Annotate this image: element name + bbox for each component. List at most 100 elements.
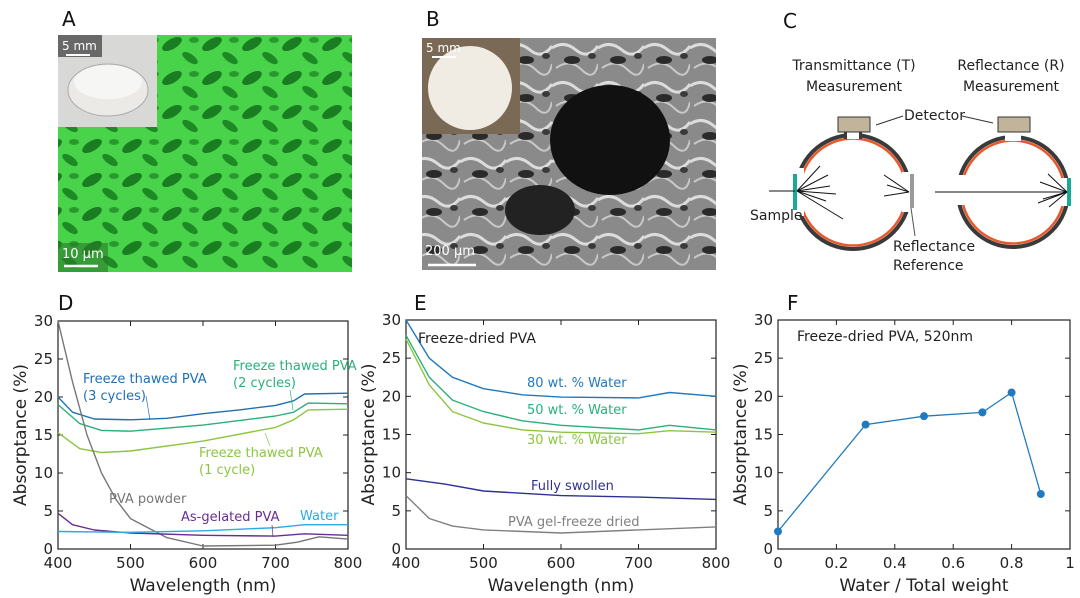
scale-bar-label-b: 200 μm xyxy=(425,244,475,259)
inset-scale-label-b: 5 mm xyxy=(426,41,461,55)
series-line xyxy=(777,391,1042,532)
panel-label-a: A xyxy=(62,7,76,31)
y-tick-label: 30 xyxy=(754,311,773,329)
y-tick-label: 5 xyxy=(391,502,401,520)
x-tick-label: 600 xyxy=(189,554,218,572)
x-axis-label: Wavelength (nm) xyxy=(488,576,635,596)
chart-e-annotations: Freeze-dried PVA 80 wt. % Water 50 wt. %… xyxy=(418,331,640,530)
x-tick-label: 0.8 xyxy=(1000,554,1024,572)
series-label: (3 cycles) xyxy=(83,389,146,404)
x-tick-label: 0 xyxy=(773,554,783,572)
transmittance-title: Transmittance (T) xyxy=(791,58,915,74)
x-tick-label: 0.6 xyxy=(941,554,965,572)
series-line xyxy=(405,338,717,435)
panel-label-f: F xyxy=(787,291,799,315)
y-axis-label: Absorptance (%) xyxy=(731,364,751,506)
series-line xyxy=(57,392,349,421)
series-line xyxy=(405,334,717,431)
series-label: PVA powder xyxy=(109,492,187,507)
x-tick-label: 800 xyxy=(702,554,731,572)
data-point xyxy=(1007,388,1016,397)
series-line xyxy=(405,319,717,399)
series-line xyxy=(405,495,717,534)
inset-scale-label-a: 5 mm xyxy=(62,39,97,53)
reflectance-sphere xyxy=(935,116,1073,249)
sample-holder xyxy=(793,174,797,210)
y-tick-label: 10 xyxy=(382,464,401,482)
integrating-sphere-diagram: Transmittance (T) Measurement Reflectanc… xyxy=(750,58,1073,274)
y-tick-label: 0 xyxy=(391,540,401,558)
reflectance-title: Reflectance (R) xyxy=(957,58,1064,74)
series-line xyxy=(57,408,349,454)
series-label: 30 wt. % Water xyxy=(527,433,627,448)
fluorescence-micrograph: 5 mm 10 μm xyxy=(58,35,352,272)
series-label: (2 cycles) xyxy=(233,376,296,391)
x-tick-label: 1 xyxy=(1065,554,1075,572)
y-tick-label: 10 xyxy=(34,464,53,482)
series-label: Freeze thawed PVA xyxy=(233,359,357,374)
x-axis-label: Wavelength (nm) xyxy=(130,576,277,596)
panel-label-b: B xyxy=(426,7,440,31)
detector-label: Detector xyxy=(904,108,965,124)
series-label: (1 cycle) xyxy=(199,463,255,478)
series-label: Freeze thawed PVA xyxy=(199,446,323,461)
sem-micrograph: 5 mm 200 μm xyxy=(422,38,716,270)
x-tick-label: 0.2 xyxy=(824,554,848,572)
x-axis-label: Water / Total weight xyxy=(839,576,1009,596)
x-tick-label: 0.4 xyxy=(883,554,907,572)
data-point xyxy=(920,412,928,421)
scale-bar-label-a: 10 μm xyxy=(62,247,104,262)
panel-label-c: C xyxy=(783,9,797,33)
data-point xyxy=(978,408,987,417)
y-tick-label: 0 xyxy=(43,540,53,558)
reference-label-line2: Reference xyxy=(893,258,964,274)
series-label: 50 wt. % Water xyxy=(527,403,627,418)
series-line xyxy=(405,478,717,501)
series-label: As-gelated PVA xyxy=(181,510,280,525)
series-label: Fully swollen xyxy=(531,479,614,494)
reference-label-line1: Reflectance xyxy=(893,239,975,255)
chart-e-title: Freeze-dried PVA xyxy=(418,331,536,347)
y-tick-label: 15 xyxy=(754,426,773,444)
x-tick-label: 500 xyxy=(116,554,145,572)
series-label: PVA gel-freeze dried xyxy=(508,515,640,530)
x-tick-label: 800 xyxy=(334,554,363,572)
series-line xyxy=(57,512,349,537)
y-tick-label: 30 xyxy=(34,312,53,330)
series-label: 80 wt. % Water xyxy=(527,376,627,391)
y-tick-label: 20 xyxy=(754,387,773,405)
chart-e: 400 500 600 700 800 0 5 10 15 20 25 30 Wavelength (n… xyxy=(359,311,730,596)
data-point xyxy=(1036,490,1045,499)
x-tick-label: 700 xyxy=(624,554,653,572)
series-line xyxy=(57,320,349,547)
y-tick-label: 20 xyxy=(382,387,401,405)
x-tick-label: 400 xyxy=(44,554,73,572)
x-tick-label: 400 xyxy=(392,554,421,572)
y-axis-label: Absorptance (%) xyxy=(11,364,31,506)
y-tick-label: 30 xyxy=(382,311,401,329)
transmittance-sphere xyxy=(769,116,916,251)
y-tick-label: 0 xyxy=(763,540,773,558)
transmittance-subtitle: Measurement xyxy=(806,79,903,95)
detector-box xyxy=(837,116,871,133)
y-tick-label: 15 xyxy=(382,426,401,444)
chart-d-annotations: Freeze thawed PVA (3 cycles) Freeze thaw… xyxy=(83,359,357,538)
panel-label-e: E xyxy=(414,291,427,315)
y-tick-label: 25 xyxy=(34,350,53,368)
reflectance-subtitle: Measurement xyxy=(963,79,1060,95)
sample-holder xyxy=(1067,178,1071,206)
y-tick-label: 20 xyxy=(34,388,53,406)
data-point xyxy=(861,420,870,429)
series-label: Water xyxy=(300,509,339,524)
series-line xyxy=(57,402,349,432)
plot-frame xyxy=(777,319,1071,550)
chart-d: 400 500 600 700 800 0 5 10 15 20 25 30 Wavelength (n… xyxy=(11,312,362,596)
series-line xyxy=(57,524,348,533)
series-label: Freeze thawed PVA xyxy=(83,372,207,387)
chart-f-title: Freeze-dried PVA, 520nm xyxy=(797,329,973,345)
y-axis-label: Absorptance (%) xyxy=(359,364,379,506)
x-tick-label: 500 xyxy=(469,554,498,572)
